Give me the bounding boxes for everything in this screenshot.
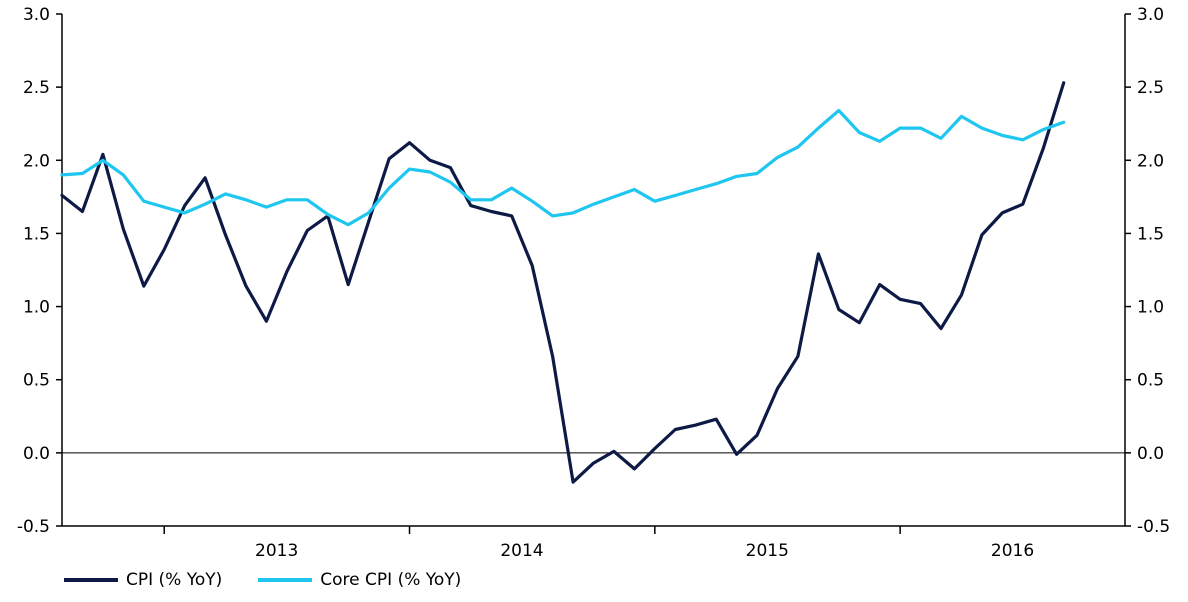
legend-swatch-cpi (64, 578, 118, 582)
right-tick-label: 1.0 (1137, 298, 1164, 318)
right-tick-label: 3.0 (1137, 5, 1164, 25)
left-tick-label: -0.5 (17, 517, 50, 537)
year-label: 2015 (746, 541, 789, 561)
year-label: 2014 (500, 541, 543, 561)
cpi-series-line (60, 81, 1066, 484)
right-tick-label: 2.0 (1137, 151, 1164, 171)
x-axis-year-labels: 2013 2014 2015 2016 (163, 526, 1034, 561)
series-lines (60, 81, 1066, 484)
legend-swatch-core-cpi (258, 578, 313, 582)
left-tick-label: 1.0 (23, 298, 50, 318)
left-tick-label: 0.5 (23, 371, 50, 391)
legend-item-cpi: CPI (% YoY) (64, 570, 222, 590)
right-tick-label: -0.5 (1137, 517, 1170, 537)
left-tick-label: 0.0 (23, 444, 50, 464)
year-label: 2016 (991, 541, 1034, 561)
legend-label-cpi: CPI (% YoY) (126, 570, 223, 590)
legend: CPI (% YoY) Core CPI (% YoY) (64, 570, 497, 590)
right-tick-label: 2.5 (1137, 78, 1164, 98)
left-tick-label: 3.0 (23, 5, 50, 25)
right-tick-label: 0.0 (1137, 444, 1164, 464)
left-tick-label: 2.5 (23, 78, 50, 98)
left-tick-label: 2.0 (23, 151, 50, 171)
axes (61, 14, 1126, 527)
left-y-axis-ticks: 3.0 2.5 2.0 1.5 1.0 0.5 0.0 -0.5 (17, 5, 62, 537)
left-tick-label: 1.5 (23, 224, 50, 244)
year-label: 2013 (255, 541, 298, 561)
core-cpi-series-line (60, 108, 1066, 227)
legend-item-core-cpi: Core CPI (% YoY) (258, 570, 461, 590)
right-tick-label: 1.5 (1137, 224, 1164, 244)
right-tick-label: 0.5 (1137, 371, 1164, 391)
right-y-axis-ticks: 3.0 2.5 2.0 1.5 1.0 0.5 0.0 -0.5 (1125, 5, 1170, 537)
legend-label-core-cpi: Core CPI (% YoY) (320, 570, 462, 590)
